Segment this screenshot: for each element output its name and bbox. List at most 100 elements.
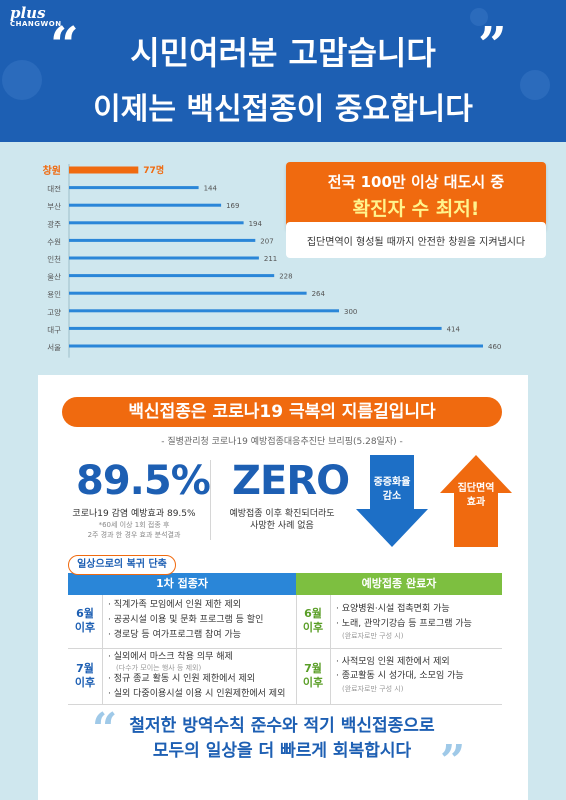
virus-decoration-icon [520,70,550,100]
footer-line2: 모두의 일상을 더 빠르게 회복합시다 [152,741,412,761]
arrow-up-line2: 효과 [466,497,486,508]
source-note: - 질병관리청 코로나19 예방접종대응추진단 브리핑(5.28일자) - [161,437,403,447]
callout-line2: 확진자 수 최저! [352,198,480,220]
logo-plus: plus [10,4,46,22]
data-label: 414 [447,325,461,333]
data-label: 77명 [143,164,164,176]
category-label: 대구 [47,325,61,334]
data-label: 207 [260,237,273,245]
header: plus CHANGWON “ ” 시민여러분 고맙습니다 이제는 백신접종이 … [0,0,566,142]
data-label: 169 [226,202,239,210]
row2-when-after-right: 이후 [302,676,324,689]
bar [69,291,307,295]
row2-when-month: 7월 [76,662,94,675]
category-label: 고양 [47,308,61,317]
footer-quote-close: ” [440,736,466,787]
table-row [68,649,502,705]
table-header-first-dose: 1차 접종자 [68,573,296,595]
header-title: 시민여러분 고맙습니다 [130,34,436,72]
bar [69,344,483,348]
vaccine-banner: 백신접종은 코로나19 극복의 지름길입니다 [62,397,502,427]
row1-right-note: (완료자로만 구성 시) [342,632,404,640]
callout-white-box [286,222,546,258]
bar [69,256,259,260]
bar [69,309,339,313]
header-subtitle: 이제는 백신접종이 중요합니다 [93,92,473,127]
virus-decoration-icon [2,60,42,100]
category-label: 부산 [47,201,61,211]
footer-quote-open: “ [92,704,118,755]
category-label: 인천 [47,254,61,264]
virus-decoration-icon [470,8,488,26]
bar [69,221,244,225]
callout: 전국 100만 이상 대도시 중 확진자 수 최저! 집단면역이 형성될 때까지… [286,162,546,258]
bar [69,203,222,207]
category-label: 창원 [43,164,61,177]
table-row [68,595,502,649]
stat-zero-value: ZERO [232,458,350,504]
arrow-down-line1: 중증화율 [373,477,411,488]
data-label: 460 [488,343,501,351]
row2-right-note: (완료자로만 구성 시) [342,685,404,693]
data-label: 144 [204,185,218,193]
stat-efficacy-value: 89.5% [76,458,211,504]
bar [69,274,275,278]
row2-left-note: (다수가 모이는 행사 등 제외) [116,664,202,672]
callout-line1: 전국 100만 이상 대도시 중 [327,173,505,191]
row2-left-item: · 실외에서 마스크 착용 의무 해제 [108,652,233,662]
row1-left-item: · 공공시설 이용 및 문화 프로그램 등 할인 [108,615,264,625]
arrow-up-line1: 집단면역 [457,483,495,494]
data-label: 300 [344,308,357,316]
data-label: 264 [312,290,326,298]
row1-left-item: · 직계가족 모임에서 인원 제한 제외 [108,600,242,610]
row2-left-item: · 정규 종교 활동 시 인원 제한에서 제외 [108,674,256,684]
row1-when-after-right: 이후 [302,621,324,634]
category-label: 용인 [47,289,61,299]
row1-when-month-right: 6월 [304,607,322,620]
row1-when-month: 6월 [76,607,94,620]
bar [69,238,256,242]
footer-line1: 철저한 방역수칙 준수와 적기 백신접종으로 [129,716,435,736]
changwon-logo: plus CHANGWON [10,4,62,29]
arrow-up-icon [440,455,512,547]
bar [69,326,442,330]
row2-when-month-right: 7월 [304,662,322,675]
row1-when-after: 이후 [74,621,96,634]
category-label: 서울 [47,343,61,352]
divider [210,460,211,540]
row1-right-item: · 노래, 관악기강습 등 프로그램 가능 [336,619,472,629]
arrow-down-icon [356,455,428,547]
row1-right-item: · 요양병원·시설 접촉면회 가능 [336,604,450,614]
stat-efficacy-note1: *60세 이상 1회 접종 후 [98,521,170,529]
stat-efficacy-desc: 코로나19 감염 예방효과 89.5% [72,509,196,519]
data-label: 211 [264,255,277,263]
row2-right-item: · 종교활동 시 성가대, 소모임 가능 [336,671,464,681]
arrow-down-line2: 감소 [382,491,402,502]
logo-city: CHANGWON [10,20,62,28]
callout-line3: 집단면역이 형성될 때까지 안전한 창원을 지켜냅시다 [306,237,526,248]
bar-chart: 창원 77명 대전 144 부산 169 광주 194 수원 207 인천 211 울산 228 용인 264… [0,142,566,360]
row2-left-item: · 실외 다중이용시설 이용 시 인원제한에서 제외 [108,689,286,699]
callout-orange-box [286,162,546,230]
stat-zero-desc2: 사망한 사례 없음 [250,521,314,531]
category-label: 광주 [47,219,61,229]
quote-open: “ [50,15,79,74]
row2-right-item: · 사적모임 인원 제한에서 제외 [336,657,450,667]
divider [330,595,331,705]
footer-message: 철저한 방역수칙 준수와 적기 백신접종으로 모두의 일상을 더 빠르게 회복합… [62,714,502,764]
category-label: 대전 [47,184,61,194]
category-label: 수원 [47,237,61,246]
bar [69,166,139,174]
row2-when-after: 이후 [74,676,96,689]
divider [296,595,297,705]
quote-close: ” [478,15,507,74]
bar [69,186,199,190]
stat-efficacy-note2: 2주 경과 한 경우 효과 분석결과 [87,531,181,539]
data-label: 228 [279,273,292,281]
divider [102,595,103,705]
table-label: 일상으로의 복귀 단축 [68,555,176,575]
category-label: 울산 [47,272,61,282]
table-header-fully-vaccinated: 예방접종 완료자 [296,573,502,595]
